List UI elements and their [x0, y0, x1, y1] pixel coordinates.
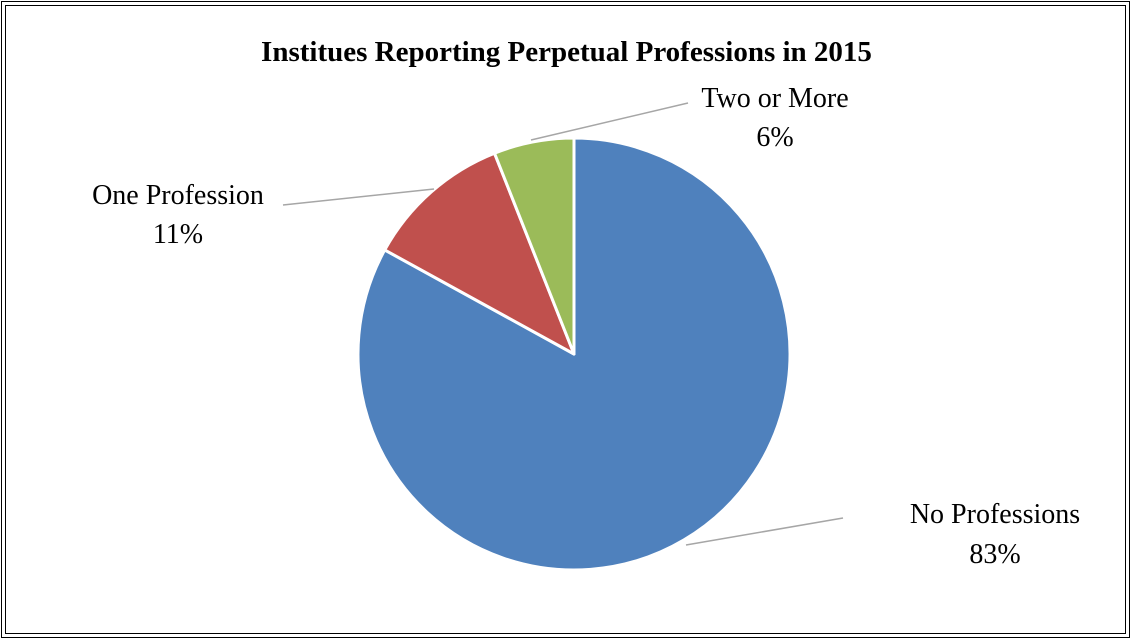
slice-label-no-professions: No Professions — [910, 499, 1080, 530]
slice-percent-no-professions: 83% — [969, 539, 1020, 570]
slice-label-one-profession: One Profession — [92, 180, 264, 211]
pie-slice-two-or-more — [492, 136, 576, 356]
leader-line-two-or-more — [530, 102, 689, 141]
pie-slices — [356, 136, 792, 572]
slice-label-two-or-more: Two or More — [701, 83, 848, 114]
chart-title: Institues Reporting Perpetual Profession… — [261, 36, 872, 68]
pie-slice-no-professions — [356, 136, 792, 572]
leader-line-one-profession — [282, 188, 435, 206]
leader-line-no-professions — [685, 517, 844, 546]
chart-frame-inner — [5, 5, 1126, 634]
leader-lines — [282, 102, 844, 546]
slice-percent-two-or-more: 6% — [756, 122, 793, 153]
slice-percent-one-profession: 11% — [153, 219, 203, 250]
pie-slice-one-profession — [383, 151, 576, 356]
slice-labels: No Professions 83% One Profession 11% Two or… — [92, 83, 1080, 570]
